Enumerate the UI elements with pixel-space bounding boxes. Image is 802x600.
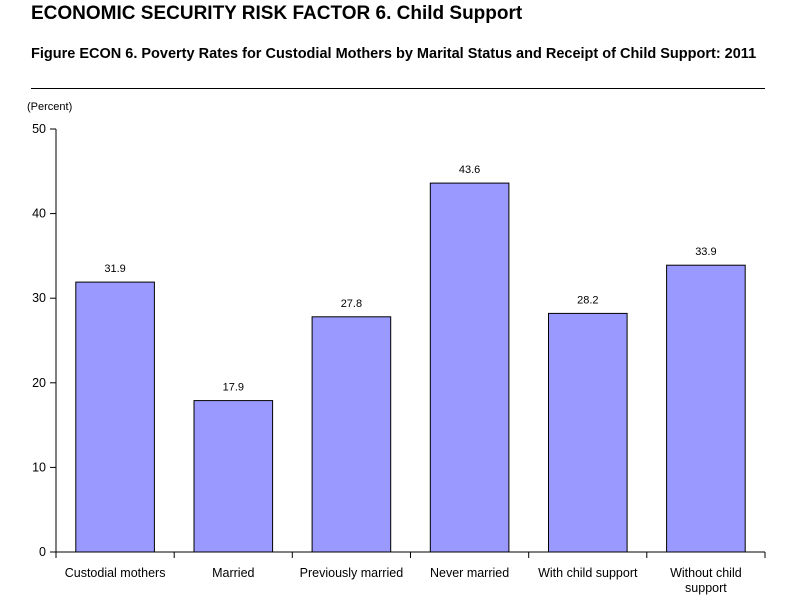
- data-label-2: 27.8: [341, 298, 362, 310]
- y-tick-label-2: 20: [32, 376, 46, 390]
- x-tick-label-4: With child support: [538, 566, 638, 580]
- data-label-5: 33.9: [695, 246, 716, 258]
- y-axis-label: (Percent): [27, 101, 72, 113]
- bar-series: [75, 182, 746, 553]
- data-labels: 31.9 17.9 27.8 43.6 28.2 33.9: [104, 164, 716, 394]
- x-tick-labels: Custodial mothers Married Previously marri…: [65, 566, 742, 595]
- x-tick-label-3: Never married: [430, 566, 509, 580]
- x-tick-label-2: Previously married: [300, 566, 404, 580]
- page-heading: ECONOMIC SECURITY RISK FACTOR 6. Child S…: [31, 3, 523, 24]
- y-tick-label-0: 0: [39, 545, 46, 559]
- data-label-1: 17.9: [223, 382, 244, 394]
- y-tick-label-4: 40: [32, 207, 46, 221]
- data-label-3: 43.6: [459, 164, 480, 176]
- y-tick-label-5: 50: [32, 122, 46, 136]
- data-label-4: 28.2: [577, 294, 598, 306]
- x-tick-label-0: Custodial mothers: [65, 566, 166, 580]
- bar-4: [548, 312, 628, 553]
- data-label-0: 31.9: [104, 263, 125, 275]
- y-tick-label-3: 30: [32, 291, 46, 305]
- bar-5: [666, 264, 746, 553]
- x-tick-label-line: Without child: [670, 566, 742, 580]
- x-tick-label-line: With child support: [538, 566, 638, 580]
- bar-3: [429, 182, 510, 553]
- y-tick-labels: 0 10 20 30 40 50: [32, 122, 46, 559]
- x-tick-label-line: Custodial mothers: [65, 566, 166, 580]
- x-tick-label-1: Married: [212, 566, 254, 580]
- bar-0: [75, 281, 155, 553]
- y-tick-label-1: 10: [32, 460, 46, 474]
- x-tick-label-line: Never married: [430, 566, 509, 580]
- x-tick-label-5: Without child support: [670, 566, 742, 595]
- bar-1: [193, 400, 274, 553]
- x-tick-label-line: support: [685, 581, 727, 595]
- x-tick-label-line: Previously married: [300, 566, 404, 580]
- axes: [50, 128, 766, 558]
- x-tick-label-line: Married: [212, 566, 254, 580]
- title-divider: [31, 88, 765, 89]
- bar-2: [311, 316, 392, 553]
- figure-title: Figure ECON 6. Poverty Rates for Custodi…: [31, 46, 757, 62]
